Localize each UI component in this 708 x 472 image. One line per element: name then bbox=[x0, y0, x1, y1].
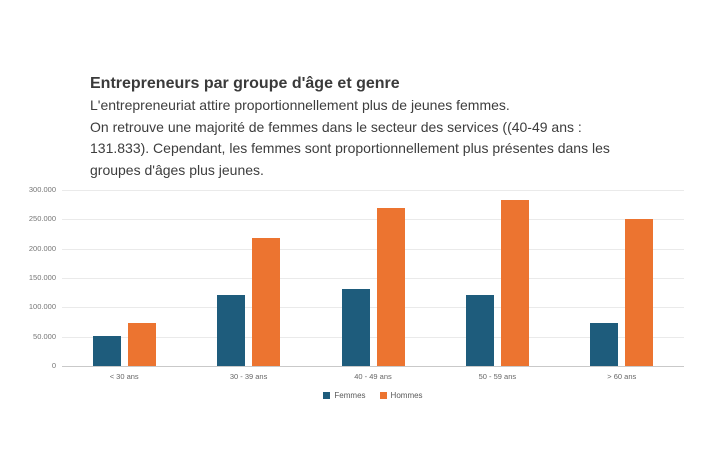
chart-header: Entrepreneurs par groupe d'âge et genre … bbox=[90, 73, 650, 181]
bar-hommes-2 bbox=[252, 238, 281, 366]
legend: Femmes Hommes bbox=[62, 391, 684, 400]
legend-swatch-icon bbox=[379, 392, 387, 399]
description-line: On retrouve une majorité de femmes dans … bbox=[90, 118, 582, 135]
legend-item-hommes: Hommes bbox=[379, 391, 423, 400]
x-axis-tick-label: < 30 ans bbox=[109, 372, 139, 381]
bar-femmes-3 bbox=[341, 288, 370, 366]
bar-femmes-1 bbox=[92, 336, 121, 366]
chart-title: Entrepreneurs par groupe d'âge et genre bbox=[90, 75, 400, 92]
y-axis-tick-label: 50.000 bbox=[33, 331, 56, 341]
x-axis-tick-label: 30 - 39 ans bbox=[229, 372, 268, 381]
gridline bbox=[62, 336, 684, 338]
description-line: groupes d'âges plus jeunes. bbox=[90, 161, 264, 178]
bar-femmes-4 bbox=[465, 295, 494, 366]
y-axis-tick-label: 300.000 bbox=[28, 185, 56, 194]
legend-label: Hommes bbox=[390, 391, 423, 400]
description-line: L'entrepreneuriat attire proportionnelle… bbox=[90, 97, 510, 113]
bar-hommes-4 bbox=[500, 199, 529, 366]
bar-femmes-2 bbox=[217, 295, 246, 366]
chart-description: L'entrepreneuriat attire proportionnelle… bbox=[90, 95, 650, 181]
bar-femmes-5 bbox=[590, 322, 619, 366]
y-axis-tick-label: 200.000 bbox=[28, 243, 56, 253]
bar-hommes-1 bbox=[127, 323, 156, 366]
x-axis-tick-label: 50 - 59 ans bbox=[478, 372, 517, 381]
x-axis-line bbox=[62, 366, 684, 367]
gridline bbox=[62, 190, 684, 191]
gridline bbox=[62, 248, 684, 250]
bar-hommes-5 bbox=[625, 218, 654, 366]
x-axis-tick-label: > 60 ans bbox=[607, 372, 637, 381]
y-axis-tick-label: 150.000 bbox=[28, 273, 56, 282]
y-axis-tick-label: 100.000 bbox=[28, 302, 56, 312]
gridline bbox=[62, 307, 684, 309]
y-axis-tick-label: 0 bbox=[51, 361, 56, 370]
legend-item-femmes: Femmes bbox=[323, 391, 366, 400]
bar-hommes-3 bbox=[376, 207, 405, 366]
description-line: 131.833). Cependant, les femmes sont pro… bbox=[90, 140, 610, 156]
legend-swatch-icon bbox=[323, 392, 331, 399]
x-axis-tick-label: 40 - 49 ans bbox=[354, 372, 392, 381]
gridline bbox=[62, 278, 684, 279]
y-axis-tick-label: 250.000 bbox=[28, 214, 56, 224]
gridline bbox=[62, 219, 684, 221]
legend-label: Femmes bbox=[334, 391, 366, 400]
